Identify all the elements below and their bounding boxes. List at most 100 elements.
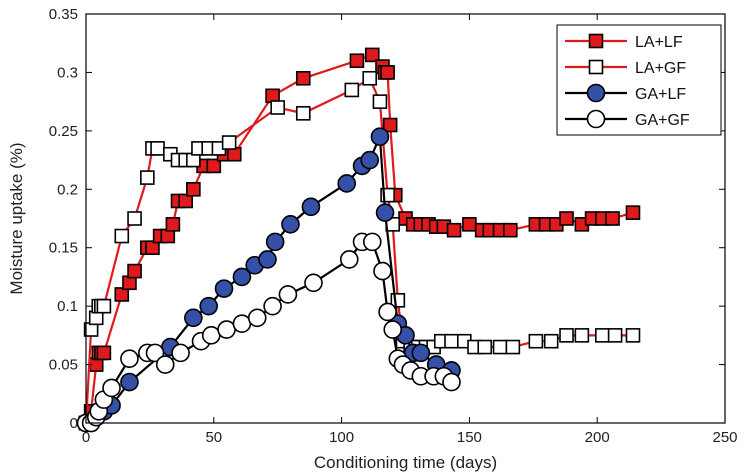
data-point-ga-lf (232, 267, 252, 287)
data-point-la-gf (543, 333, 559, 349)
data-point-ga-gf (278, 285, 298, 304)
data-point-la-gf (114, 228, 130, 244)
series-la-lf (78, 47, 641, 431)
data-point-la-lf (382, 117, 398, 133)
data-point-la-gf (372, 94, 388, 109)
data-point-ga-lf (199, 296, 218, 316)
data-point-ga-lf (120, 372, 139, 392)
data-point-ga-gf (232, 314, 252, 333)
data-point-la-gf (492, 339, 508, 355)
data-point-la-gf (362, 70, 378, 86)
x-tick-label: 100 (329, 429, 354, 446)
x-tick-label: 200 (585, 429, 610, 446)
x-tick-label: 150 (457, 429, 482, 446)
data-point-la-gf (221, 135, 237, 150)
data-point-ga-lf (184, 308, 203, 328)
data-point-la-gf (477, 339, 493, 355)
data-point-la-gf (505, 339, 521, 355)
data-point-la-lf (380, 65, 395, 80)
data-point-la-lf (364, 47, 380, 63)
data-point-ga-lf (214, 279, 234, 298)
data-point-la-lf (446, 222, 462, 238)
legend-entry-ga-gf: GA+GF (565, 109, 690, 129)
data-point-la-lf (462, 217, 477, 232)
x-tick-label: 0 (82, 429, 90, 446)
data-point-ga-gf (155, 355, 175, 374)
x-tick-label: 250 (712, 429, 737, 446)
data-point-ga-gf (362, 232, 382, 252)
series-la-gf (78, 70, 641, 431)
data-point-ga-lf (258, 250, 277, 269)
data-point-la-lf (96, 345, 112, 361)
y-tick-label: 0.25 (49, 123, 78, 140)
data-point-la-gf (295, 106, 311, 121)
data-point-la-gf (270, 100, 286, 115)
data-point-la-gf (344, 82, 360, 98)
data-point-la-lf (625, 205, 641, 220)
data-point-ga-lf (301, 197, 321, 217)
y-tick-label: 0.35 (49, 6, 78, 23)
data-point-ga-gf (102, 378, 121, 398)
data-point-la-gf (444, 333, 459, 349)
data-point-ga-gf (339, 250, 359, 269)
data-point-ga-gf (383, 320, 403, 339)
data-point-ga-gf (378, 302, 397, 322)
data-point-ga-lf (265, 232, 285, 252)
y-axis-title: Moisture uptake (%) (7, 142, 26, 294)
data-point-ga-gf (217, 320, 236, 339)
data-point-ga-gf (263, 296, 282, 316)
y-tick-label: 0.2 (57, 181, 78, 198)
data-point-la-gf (559, 328, 574, 343)
y-tick-label: 0 (70, 415, 78, 432)
data-point-la-lf (206, 158, 222, 174)
series-ga-lf (76, 127, 461, 433)
data-point-la-lf (559, 211, 574, 226)
legend-marker (588, 59, 604, 75)
legend-label: LA+LF (635, 34, 683, 51)
legend-label: LA+GF (635, 60, 686, 77)
legend-entry-la-lf: LA+LF (565, 33, 683, 51)
x-tick-label: 50 (205, 429, 222, 446)
data-point-ga-lf (411, 343, 431, 363)
data-point-ga-lf (370, 127, 390, 146)
data-point-ga-gf (247, 308, 267, 328)
legend: LA+LF LA+GF GA+LF GA+GF (556, 24, 722, 136)
data-point-ga-gf (145, 343, 165, 363)
data-point-la-lf (605, 211, 620, 226)
data-point-la-lf (165, 217, 181, 232)
data-point-la-lf (295, 70, 311, 86)
data-point-la-lf (178, 193, 193, 209)
legend-entry-ga-lf: GA+LF (565, 83, 686, 103)
data-point-la-gf (150, 141, 165, 156)
data-point-la-lf (502, 222, 518, 238)
data-point-la-lf (186, 181, 201, 197)
x-axis-title: Conditioning time (days) (314, 453, 497, 472)
data-point-la-gf (127, 211, 142, 226)
data-point-la-lf (349, 53, 365, 69)
data-point-la-gf (574, 328, 590, 343)
y-tick-label: 0.1 (57, 298, 78, 315)
legend-marker (586, 109, 606, 129)
data-point-ga-lf (375, 203, 395, 222)
data-point-ga-lf (337, 174, 357, 193)
series-ga-gf (76, 232, 461, 433)
plot-frame (85, 13, 726, 424)
data-point-la-gf (595, 328, 610, 343)
legend-marker (588, 33, 604, 49)
legend-label: GA+LF (635, 86, 686, 103)
data-point-la-gf (625, 328, 641, 343)
data-point-ga-lf (360, 150, 380, 170)
legend-marker (586, 83, 606, 103)
ticks-layer: 0 50 100 150 200 250 0 0.05 0.1 0.15 0.2 0.25 0.3 0.3… (49, 6, 738, 446)
data-point-ga-lf (281, 215, 300, 234)
data-point-la-gf (607, 328, 623, 343)
y-tick-label: 0.05 (49, 357, 78, 374)
data-point-ga-gf (201, 326, 221, 345)
data-point-ga-gf (373, 261, 392, 281)
legend-box (556, 24, 722, 136)
data-point-la-lf (127, 263, 142, 279)
data-point-la-gf (528, 333, 544, 349)
data-point-ga-gf (171, 343, 190, 363)
data-point-ga-gf (442, 372, 461, 392)
